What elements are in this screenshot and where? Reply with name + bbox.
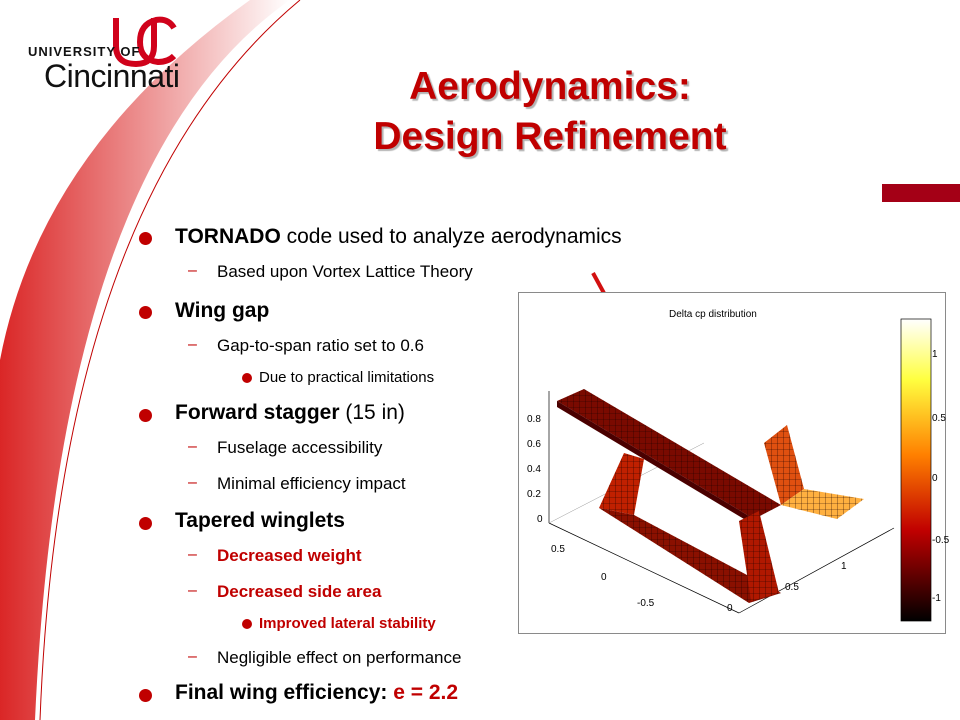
y-tick: -0.5 — [637, 598, 655, 609]
cp-distribution-plot: Delta cp distribution 0.8 0.6 0.4 0.2 0 … — [518, 292, 950, 634]
dash: – — [188, 474, 197, 491]
subsub-limitations: Due to practical limitations — [259, 369, 435, 386]
dash: – — [188, 262, 197, 279]
dash: – — [188, 582, 197, 599]
y-tick: 0 — [601, 572, 607, 583]
y-tick: 0.5 — [551, 544, 565, 555]
bullet-dot — [139, 689, 152, 702]
z-tick: 0.4 — [527, 464, 541, 475]
title-line-2: Design Refinement — [373, 115, 727, 158]
bullet-dot — [242, 373, 252, 383]
title-line-1: Aerodynamics: — [409, 65, 691, 108]
bullet-stagger: Forward stagger (15 in) — [175, 401, 405, 424]
logo-line-1: UNIVERSITY OF — [28, 44, 141, 59]
z-tick: 0.8 — [527, 414, 541, 425]
bullet-dot — [139, 409, 152, 422]
bullet-dot — [139, 232, 152, 245]
red-swoosh — [0, 0, 290, 720]
colorbar-tick: -1 — [932, 593, 941, 604]
dash: – — [188, 438, 197, 455]
sub-negligible: Negligible effect on performance — [217, 648, 462, 667]
colorbar-tick: 1 — [932, 349, 938, 360]
university-logo: UNIVERSITY OF Cincinnati — [18, 14, 198, 94]
bullet-dot — [242, 619, 252, 629]
colorbar-tick: -0.5 — [932, 535, 950, 546]
slide-title: Aerodynamics: Design Refinement — [300, 62, 800, 162]
thin-arc — [39, 0, 301, 720]
sub-weight: Decreased weight — [217, 546, 362, 565]
bullet-dot — [139, 306, 152, 319]
bullet-dot — [139, 517, 152, 530]
z-tick: 0.2 — [527, 489, 541, 500]
z-tick: 0.6 — [527, 439, 541, 450]
x-tick: 0 — [727, 603, 733, 614]
colorbar-tick: 0 — [932, 473, 938, 484]
plot-title: Delta cp distribution — [669, 309, 757, 320]
subsub-lateral: Improved lateral stability — [259, 615, 436, 632]
bullet-winglets: Tapered winglets — [175, 509, 345, 532]
dash: – — [188, 336, 197, 353]
title-rule — [882, 184, 960, 202]
logo-line-2: Cincinnati — [44, 58, 180, 94]
sub-side-area: Decreased side area — [217, 582, 382, 601]
sub-fuselage: Fuselage accessibility — [217, 438, 383, 457]
bullet-tornado: TORNADO code used to analyze aerodynamic… — [175, 225, 622, 248]
x-tick: 1 — [841, 561, 847, 572]
sub-efficiency: Minimal efficiency impact — [217, 474, 406, 493]
plot-graphic — [548, 318, 932, 622]
bullet-wing-gap: Wing gap — [175, 299, 270, 322]
colorbar-tick: 0.5 — [932, 413, 946, 424]
sub-gap-ratio: Gap-to-span ratio set to 0.6 — [217, 336, 424, 355]
uc-logo-icon — [113, 16, 177, 68]
z-tick: 0 — [537, 514, 543, 525]
dash: – — [188, 648, 197, 665]
dash: – — [188, 546, 197, 563]
sub-vortex: Based upon Vortex Lattice Theory — [217, 262, 473, 281]
x-tick: 0.5 — [785, 582, 799, 593]
bullet-final: Final wing efficiency: e = 2.2 — [175, 681, 459, 704]
